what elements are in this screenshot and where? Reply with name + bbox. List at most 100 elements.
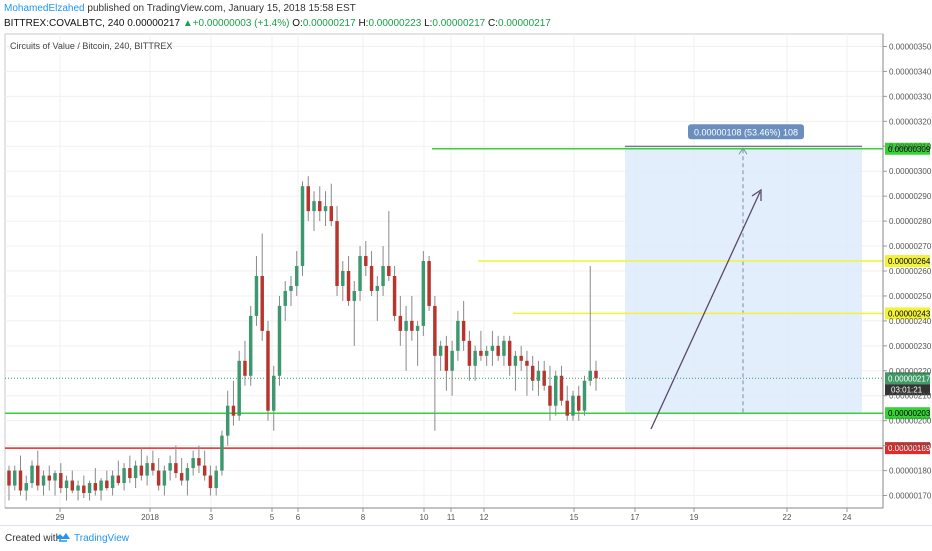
open-value: 0.00000217 [302,18,356,29]
candle-body [387,266,391,276]
candle-body [467,340,472,366]
candle-body [300,186,305,267]
candle-body [168,463,172,471]
price-tag-label: 0.00000203 [888,409,931,418]
candle-body [225,405,230,436]
candle-body [490,345,495,351]
candle-body [398,315,403,331]
candle-body [588,370,592,381]
candle-body [421,261,426,326]
x-tick-label: 2018 [141,513,159,522]
candle-body [444,345,449,371]
axes: 0.00000170 0.00000180 0.00000190 0.00000200… [5,34,932,522]
price-tag-label: 0.00000309 [888,145,931,154]
candle-body [513,355,518,366]
tradingview-brand[interactable]: TradingView [74,533,130,544]
candle-body [536,370,541,381]
candle-body [197,458,201,466]
y-tick-label: 0.00000190 [889,442,932,451]
x-tick-label: 15 [570,513,579,522]
projection-label-bg [688,124,804,140]
last-price: 0.00000217 [127,18,181,29]
candle-body [139,465,144,476]
y-tick-label: 0.00000250 [889,292,932,301]
y-tick-label: 0.00000240 [889,317,932,326]
candle-body [110,475,115,489]
candle-body [553,375,558,406]
candle-body [496,345,500,356]
x-tick-label: 17 [631,513,640,522]
y-tick-label: 0.00000350 [889,42,932,51]
close-label: C: [488,18,499,29]
candle-body [502,340,506,356]
candle-body [559,375,564,401]
y-tick-label: 0.00000310 [889,142,932,151]
x-tick-label: 5 [270,513,275,522]
x-tick-label: 22 [783,513,792,522]
x-tick-label: 6 [296,513,301,522]
high-label: H: [358,18,369,29]
x-tick-label: 3 [209,513,214,522]
price-chart[interactable]: 0.00000108 (53.46%) 108 0.000003090.0000… [0,0,932,525]
candle-body [461,320,466,341]
horizontal-lines[interactable]: 0.00000309 0.00000264 0.00000243 0.00000203… [5,142,931,455]
y-tick-label: 0.00000210 [889,392,932,401]
price-tag-label: 0.00000264 [888,257,931,266]
y-tick-label: 0.00000180 [889,467,932,476]
low-value: 0.00000217 [432,18,486,29]
author-link[interactable]: MohamedElzahed [4,3,85,14]
candle-body [122,468,126,484]
created-with-label: Created with [5,533,62,544]
price-tag-label: 0.00000243 [888,309,931,318]
x-tick-label: 19 [690,513,699,522]
candle-body [450,350,454,371]
candle-body [93,483,98,491]
candle-body [438,345,443,356]
y-tick-label: 0.00000200 [889,417,932,426]
candle-body [36,465,40,486]
trend-arrow-line [650,191,761,430]
tradingview-logo-icon [56,533,70,542]
candle-body [64,480,69,489]
candle-body [283,290,287,306]
candle-body [191,458,195,469]
candle-body [116,475,121,484]
candle-body [271,375,276,411]
candle-body [214,470,218,489]
candle-body [530,365,535,381]
candle-body [312,201,316,212]
y-tick-label: 0.00000300 [889,167,932,176]
projection-tool[interactable]: 0.00000108 (53.46%) 108 [625,124,862,414]
candle-body [30,465,34,484]
low-label: L: [424,18,433,29]
candle-body [87,483,92,494]
high-value: 0.00000223 [368,18,422,29]
close-value: 0.00000217 [498,18,551,29]
candle-body [358,256,362,291]
candle-body [7,470,11,486]
candle-body [260,275,264,331]
candle-body [248,315,253,376]
candle-body [565,400,569,416]
candle-body [346,271,351,301]
candle-body [352,290,357,301]
candle-body [306,186,310,212]
candle-body [375,285,380,291]
candles [7,176,598,501]
candle-body [577,395,581,411]
candle-body [24,483,28,491]
candle-body [185,468,190,481]
candle-body [341,271,345,286]
candle-body [13,470,17,486]
countdown-tag-label: 03:01:21 [891,385,923,394]
symbol-label: BITTREX:COVALBTC, 240 [4,18,125,29]
candle-body [329,206,334,222]
candle-body [59,473,63,489]
x-tick-label: 8 [361,513,366,522]
candle-body [295,266,299,286]
trend-arrow-head-icon [751,188,762,201]
open-label: O: [292,18,303,29]
candle-body [179,473,184,481]
candle-body [392,275,397,316]
price-tag-label: 0.00000189 [888,444,931,453]
